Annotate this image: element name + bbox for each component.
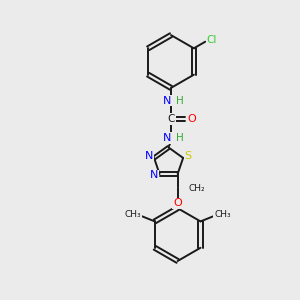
Text: N: N: [150, 170, 158, 181]
Text: C: C: [167, 114, 175, 124]
Text: N: N: [163, 133, 172, 143]
Text: N: N: [145, 152, 153, 161]
Text: CH₃: CH₃: [214, 210, 231, 219]
Text: CH₂: CH₂: [188, 184, 205, 193]
Text: O: O: [187, 114, 196, 124]
Text: CH₃: CH₃: [124, 210, 141, 219]
Text: S: S: [184, 151, 192, 160]
Text: O: O: [173, 198, 182, 208]
Text: H: H: [176, 133, 183, 143]
Text: H: H: [176, 95, 183, 106]
Text: Cl: Cl: [207, 35, 217, 45]
Text: N: N: [163, 95, 172, 106]
